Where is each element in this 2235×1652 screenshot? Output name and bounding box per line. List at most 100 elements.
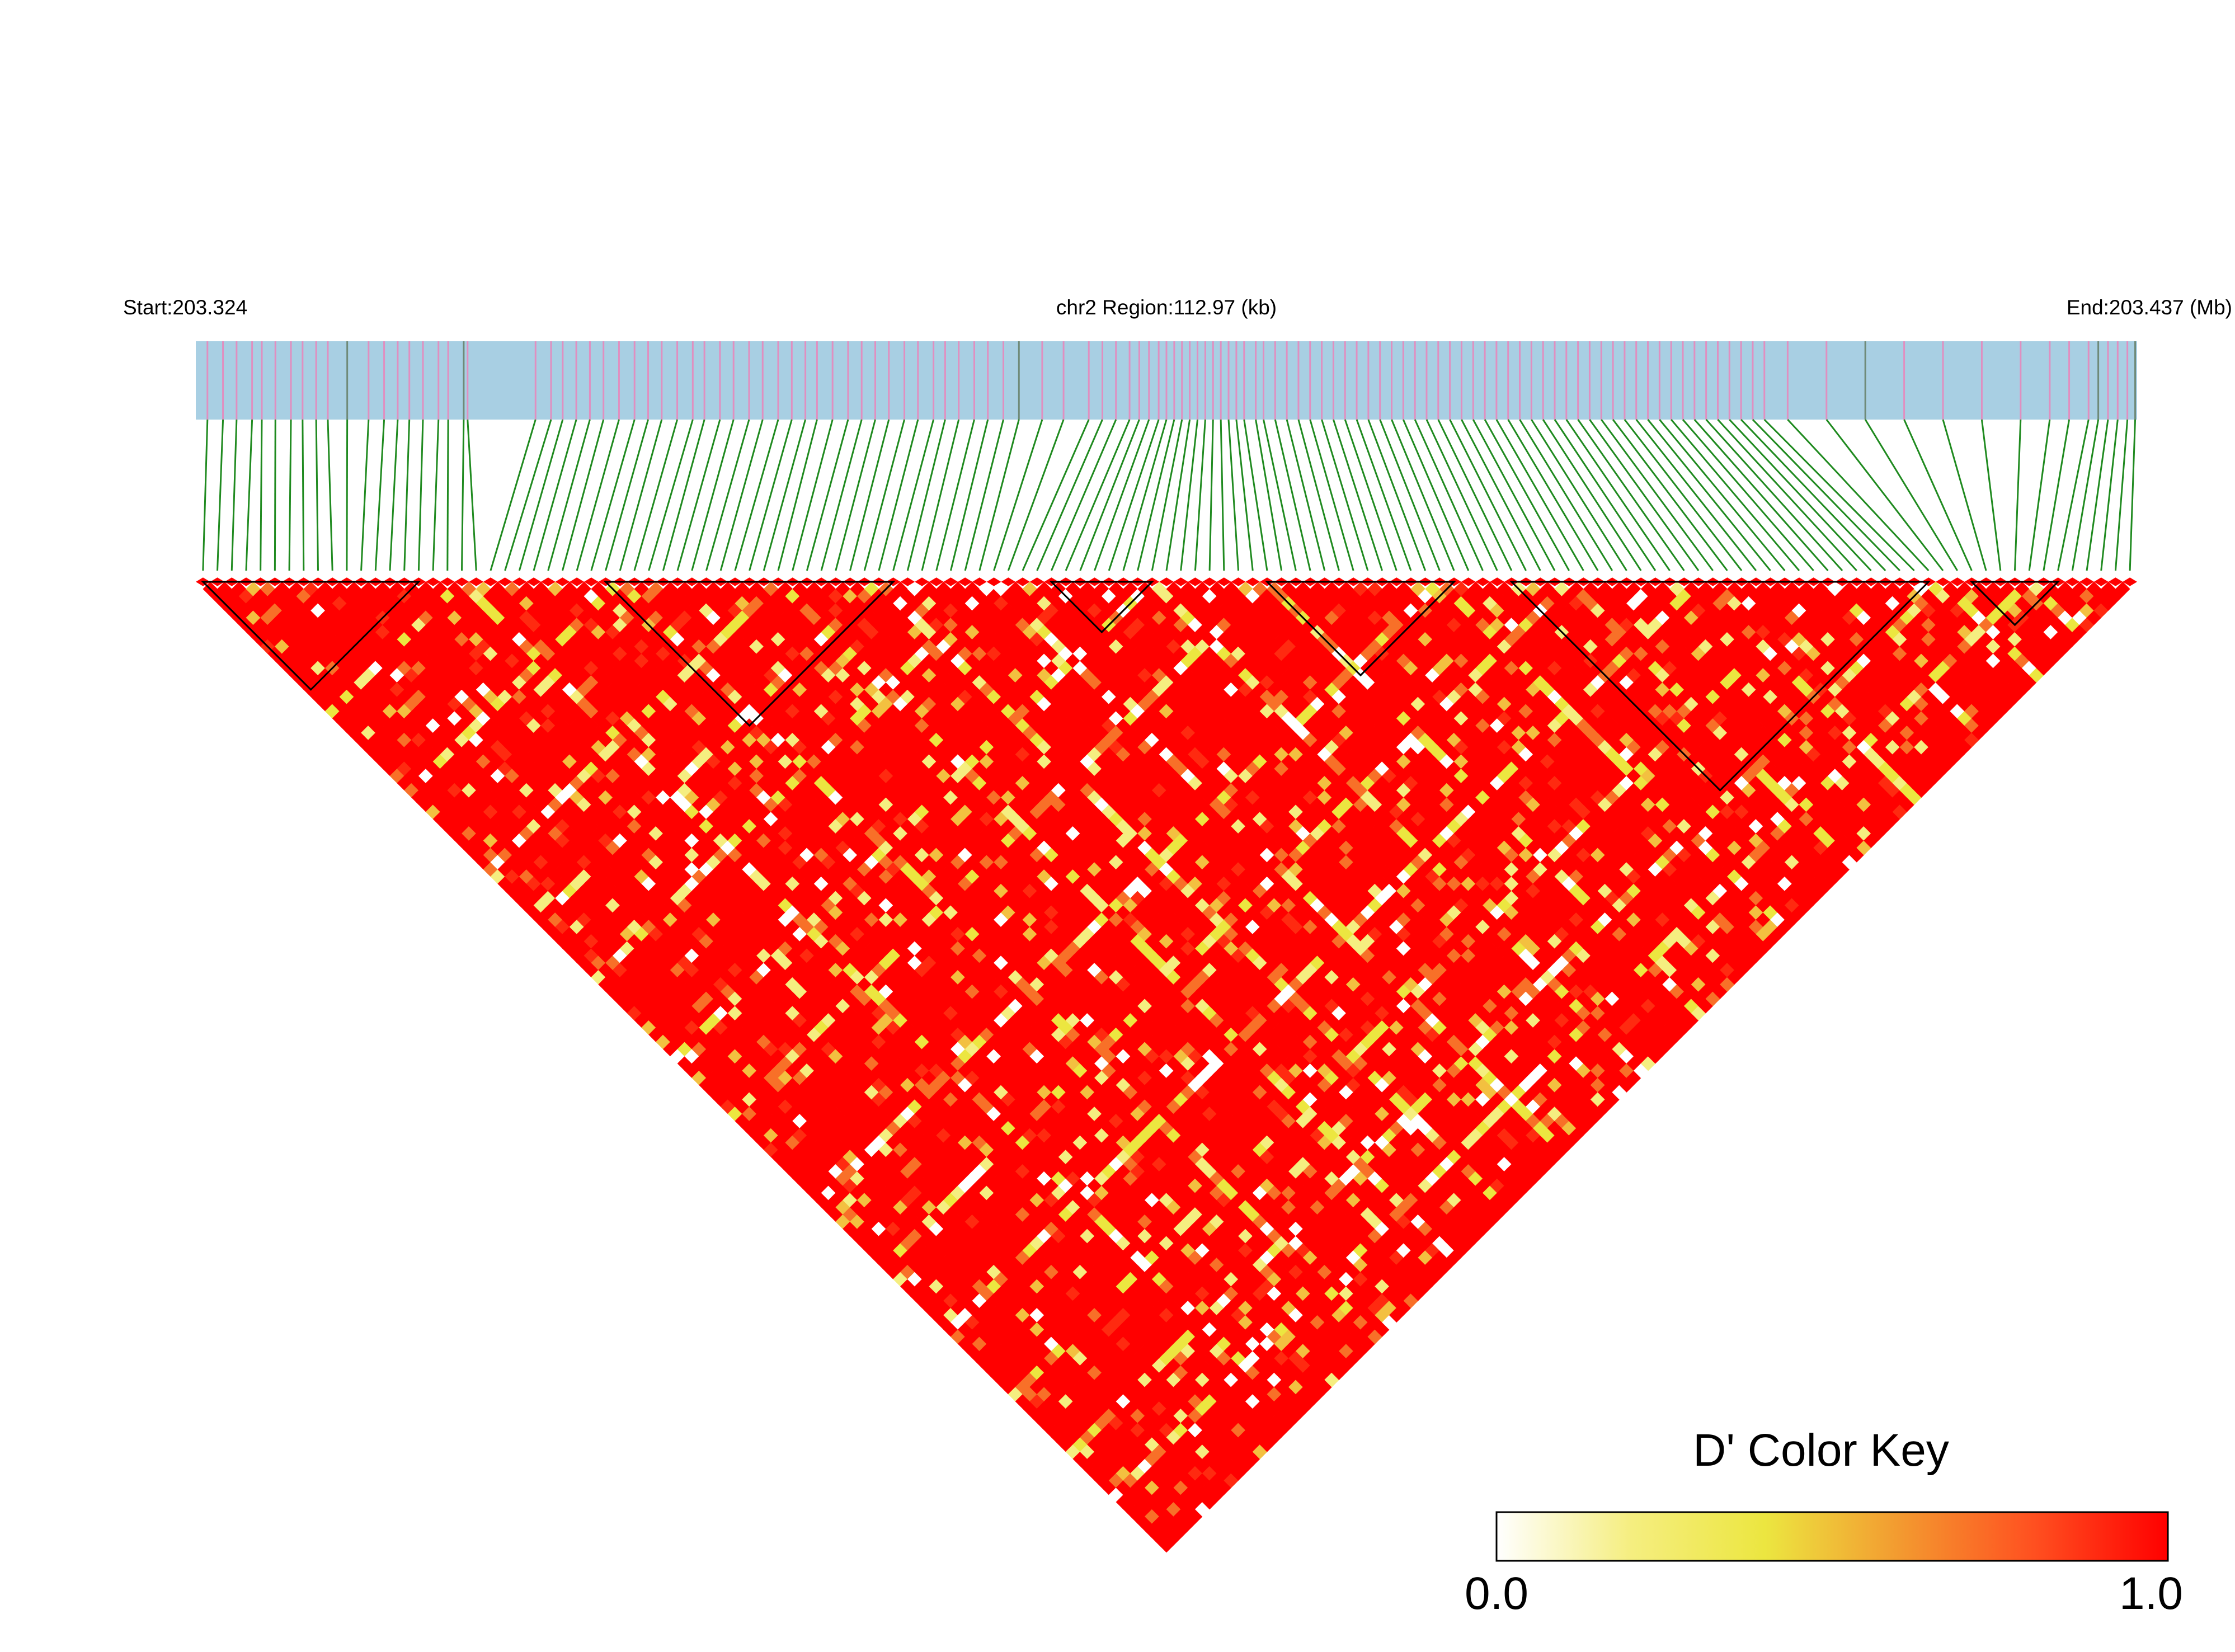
snp-connector xyxy=(1763,418,1915,572)
snp-connector xyxy=(245,419,253,571)
snp-connector xyxy=(605,419,649,571)
snp-connector xyxy=(1263,419,1297,571)
snp-connector xyxy=(2043,419,2071,571)
snp-connector xyxy=(288,419,292,571)
snp-connector xyxy=(2071,419,2100,571)
snp-connector xyxy=(1507,419,1599,571)
snp-connector xyxy=(547,419,591,571)
snp-connector xyxy=(202,419,209,571)
snp-connector xyxy=(302,419,305,571)
snp-connector xyxy=(1309,419,1354,571)
snp-connector xyxy=(820,419,863,571)
snp-connector xyxy=(1321,419,1369,571)
snp-connector xyxy=(1367,419,1427,571)
snp-connector xyxy=(2129,419,2137,571)
snp-connector xyxy=(1624,419,1743,571)
snp-connector xyxy=(1194,419,1206,571)
snp-connector xyxy=(1094,419,1150,571)
snp-connector xyxy=(1659,419,1786,571)
start-label: Start:203.324 xyxy=(123,296,247,319)
snp-connector xyxy=(1717,418,1857,572)
snp-connector xyxy=(964,419,1004,571)
snp-connector xyxy=(863,419,906,571)
snp-connector xyxy=(676,419,721,571)
snp-connector xyxy=(1344,419,1398,571)
snp-connector xyxy=(978,419,1020,571)
snp-connector xyxy=(734,419,779,571)
snp-connector xyxy=(691,419,735,571)
snp-connector xyxy=(1243,419,1268,571)
end-label: End:203.437 (Mb) xyxy=(2067,296,2232,319)
snp-connector xyxy=(1729,418,1872,572)
snp-connector xyxy=(1589,419,1700,571)
snp-connector xyxy=(1425,419,1498,571)
snp-connector xyxy=(1554,419,1657,571)
snp-connector xyxy=(1942,419,1987,571)
snp-connector xyxy=(921,419,960,571)
snp-connector xyxy=(1036,419,1103,571)
snp-connector xyxy=(504,419,552,571)
snp-connector xyxy=(648,419,694,571)
snp-connector xyxy=(2014,419,2022,571)
snp-connector xyxy=(935,419,975,571)
snp-connector xyxy=(518,419,564,571)
snp-connector xyxy=(1220,419,1225,571)
snp-connector xyxy=(1601,419,1714,571)
snp-connector xyxy=(490,419,537,571)
snp-connector xyxy=(1050,419,1117,571)
snp-connector xyxy=(1565,419,1671,571)
snp-connector xyxy=(662,419,705,571)
snp-connector xyxy=(1379,419,1441,571)
snp-connector xyxy=(1255,419,1283,571)
snp-connector xyxy=(1693,419,1829,571)
snp-connector xyxy=(849,419,890,571)
snp-connector xyxy=(1461,419,1541,571)
snp-connector xyxy=(374,419,385,571)
snp-connector xyxy=(749,419,793,571)
snp-connector xyxy=(806,419,849,571)
snp-connector xyxy=(835,419,876,571)
snp-connector xyxy=(1227,419,1240,571)
snp-connector xyxy=(1484,419,1570,571)
snp-connector xyxy=(230,419,238,571)
snp-connector xyxy=(1180,419,1199,571)
snp-connector xyxy=(878,419,919,571)
snp-connector xyxy=(1752,418,1900,572)
snp-marks xyxy=(206,341,2137,420)
snp-connector xyxy=(1531,419,1627,571)
snp-connector xyxy=(217,419,224,571)
snp-connector xyxy=(1472,419,1556,571)
snp-connector xyxy=(1787,418,1930,572)
region-label: chr2 Region:112.97 (kb) xyxy=(1056,296,1277,319)
snp-connector xyxy=(1022,419,1090,571)
snp-connector xyxy=(1122,419,1168,571)
snp-connector xyxy=(1635,419,1757,571)
snp-connector xyxy=(1519,419,1613,571)
snp-connector xyxy=(1647,419,1771,571)
snp-connector xyxy=(327,419,333,571)
snp-connector xyxy=(1137,419,1175,571)
snp-connector xyxy=(1108,419,1160,571)
snp-connector xyxy=(360,419,370,571)
snp-connector xyxy=(1437,419,1513,571)
snp-connector xyxy=(1391,419,1455,571)
ld-matrix xyxy=(196,577,2137,1553)
snp-connector xyxy=(432,419,440,571)
snp-connector-lines xyxy=(202,418,2137,572)
snp-connector xyxy=(1740,418,1886,572)
snp-connector xyxy=(1612,419,1728,571)
snp-connector xyxy=(417,419,424,571)
ld-cells xyxy=(196,577,2137,1553)
snp-connector xyxy=(1286,419,1326,571)
snp-connector xyxy=(2114,419,2129,571)
snp-connector xyxy=(561,419,605,571)
snp-connector xyxy=(1864,419,1958,571)
snp-connector xyxy=(719,419,764,571)
snp-connector xyxy=(389,419,399,571)
snp-connector xyxy=(949,419,989,571)
snp-connector xyxy=(1542,419,1642,571)
snp-connector xyxy=(1332,419,1383,571)
snp-connector xyxy=(1903,419,1973,571)
snp-connector xyxy=(906,419,946,571)
